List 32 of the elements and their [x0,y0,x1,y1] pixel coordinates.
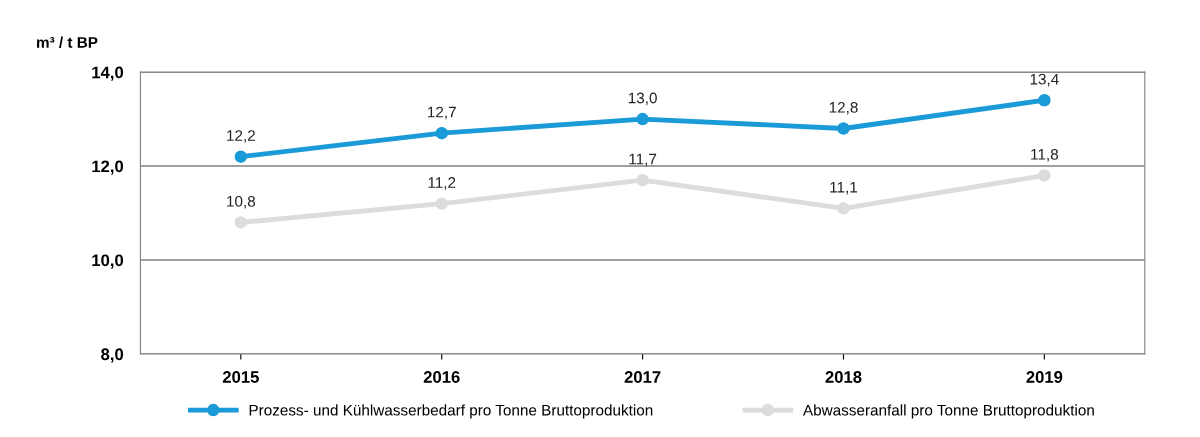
data-label: 11,1 [830,181,858,195]
y-axis-title: m³ / t BP [37,36,98,48]
point [837,122,850,135]
point [234,150,248,163]
legend-label: Prozess- und Kühlwasserbedarf pro Tonne Bruttoproduktion [249,404,653,419]
point [636,112,649,126]
y-tick-label: 10,0 [92,254,124,269]
point [1038,94,1051,107]
x-tick-label: 2019 [1026,371,1063,383]
point [435,197,448,210]
x-tick-label: 2017 [624,371,661,383]
data-label: 11,7 [629,153,657,167]
point [636,173,649,187]
data-label: 10,8 [227,195,256,209]
data-label: 13,0 [628,92,657,106]
data-label: 12,7 [428,106,456,120]
point [1038,169,1051,182]
y-tick-label: 14,0 [92,66,124,81]
x-tick-label: 2015 [222,371,259,383]
data-label: 11,2 [428,177,456,190]
legend-label: Abwasseranfall pro Tonne Bruttoproduktion [802,404,1094,419]
point [234,216,248,229]
data-label: 11,8 [1031,148,1058,162]
data-label: 13,4 [1030,73,1059,87]
x-tick-label: 2016 [423,371,460,383]
y-tick-label: 8,0 [101,348,124,363]
x-tick-label: 2018 [825,371,862,383]
point [435,126,448,140]
point [837,202,850,215]
data-label: 12,2 [227,130,255,143]
y-tick-label: 12,0 [92,160,124,175]
data-label: 12,8 [829,101,858,115]
